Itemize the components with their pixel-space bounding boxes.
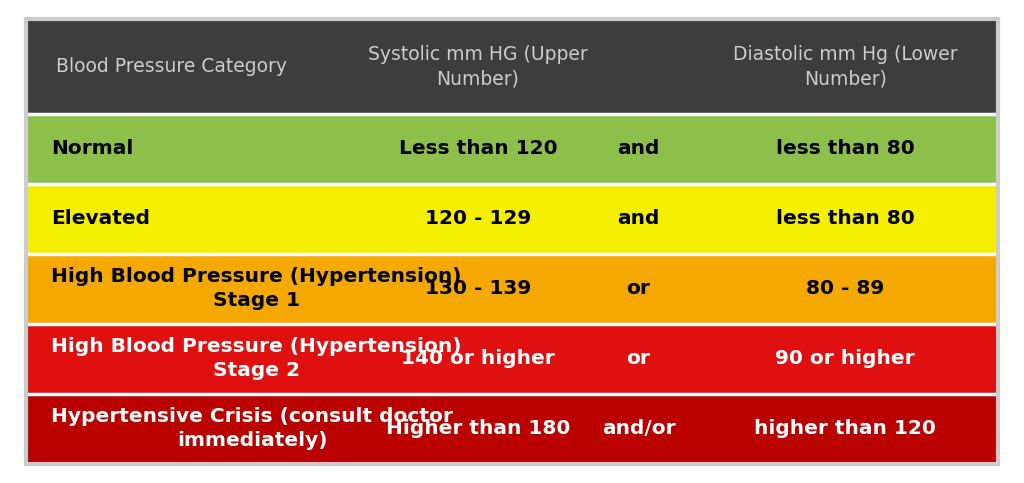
Text: less than 80: less than 80 <box>776 209 914 228</box>
Bar <box>371 114 585 184</box>
Text: Higher than 180: Higher than 180 <box>386 419 570 438</box>
Bar <box>371 324 585 394</box>
Text: Diastolic mm Hg (Lower
Number): Diastolic mm Hg (Lower Number) <box>733 45 957 88</box>
Text: and: and <box>617 209 659 228</box>
Text: 140 or higher: 140 or higher <box>401 349 555 368</box>
Text: higher than 120: higher than 120 <box>755 419 936 438</box>
Text: Blood Pressure Category: Blood Pressure Category <box>56 57 288 76</box>
Text: or: or <box>627 349 650 368</box>
Bar <box>692 324 998 394</box>
Bar <box>26 184 371 254</box>
Text: 120 - 129: 120 - 129 <box>425 209 531 228</box>
Bar <box>692 19 998 114</box>
Bar <box>692 184 998 254</box>
Text: Hypertensive Crisis (consult doctor
immediately): Hypertensive Crisis (consult doctor imme… <box>51 407 453 450</box>
Text: and/or: and/or <box>602 419 675 438</box>
Text: and: and <box>617 139 659 158</box>
Text: Less than 120: Less than 120 <box>398 139 557 158</box>
Text: 80 - 89: 80 - 89 <box>806 279 885 298</box>
Bar <box>692 114 998 184</box>
Bar <box>26 114 371 184</box>
Text: 90 or higher: 90 or higher <box>775 349 915 368</box>
Text: Systolic mm HG (Upper
Number): Systolic mm HG (Upper Number) <box>368 45 588 88</box>
Bar <box>692 394 998 464</box>
Bar <box>371 394 585 464</box>
Bar <box>692 254 998 324</box>
Bar <box>585 184 692 254</box>
Bar <box>585 324 692 394</box>
Bar <box>585 114 692 184</box>
Text: or: or <box>627 279 650 298</box>
Text: Elevated: Elevated <box>51 209 151 228</box>
Text: High Blood Pressure (Hypertension)
Stage 2: High Blood Pressure (Hypertension) Stage… <box>51 337 462 380</box>
Bar <box>26 394 371 464</box>
Bar <box>371 184 585 254</box>
Bar <box>585 254 692 324</box>
Bar <box>585 394 692 464</box>
Bar <box>585 19 692 114</box>
Text: Normal: Normal <box>51 139 133 158</box>
Text: 130 - 139: 130 - 139 <box>425 279 531 298</box>
Bar <box>26 19 371 114</box>
Bar <box>26 324 371 394</box>
Bar <box>371 19 585 114</box>
Bar <box>371 254 585 324</box>
Text: less than 80: less than 80 <box>776 139 914 158</box>
Bar <box>26 254 371 324</box>
Text: High Blood Pressure (Hypertension)
Stage 1: High Blood Pressure (Hypertension) Stage… <box>51 267 462 311</box>
